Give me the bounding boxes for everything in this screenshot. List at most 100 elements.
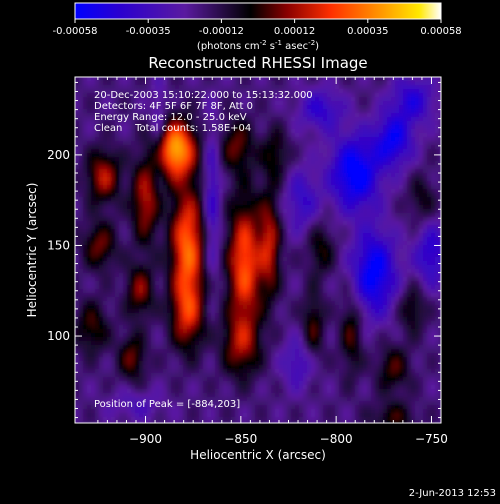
heatmap-cell	[215, 149, 220, 154]
heatmap-cell	[387, 261, 392, 266]
heatmap-cell	[223, 165, 228, 170]
heatmap-cell	[187, 253, 192, 258]
heatmap-cell	[367, 133, 372, 138]
heatmap-cell	[331, 137, 336, 142]
heatmap-cell	[183, 185, 188, 190]
heatmap-cell	[339, 181, 344, 186]
heatmap-cell	[79, 81, 84, 86]
heatmap-cell	[403, 249, 408, 254]
heatmap-cell	[83, 189, 88, 194]
heatmap-cell	[139, 249, 144, 254]
heatmap-cell	[251, 265, 256, 270]
heatmap-cell	[327, 169, 332, 174]
heatmap-cell	[315, 269, 320, 274]
heatmap-cell	[299, 165, 304, 170]
heatmap-cell	[95, 137, 100, 142]
heatmap-cell	[419, 209, 424, 214]
heatmap-cell	[243, 241, 248, 246]
heatmap-cell	[343, 225, 348, 230]
heatmap-cell	[359, 169, 364, 174]
heatmap-cell	[111, 233, 116, 238]
heatmap-cell	[319, 113, 324, 118]
heatmap-cell	[427, 169, 432, 174]
heatmap-cell	[119, 193, 124, 198]
heatmap-cell	[99, 145, 104, 150]
heatmap-cell	[207, 77, 212, 82]
heatmap-cell	[151, 253, 156, 258]
heatmap-cell	[171, 285, 176, 290]
heatmap-cell	[299, 197, 304, 202]
heatmap-cell	[243, 173, 248, 178]
heatmap-cell	[383, 249, 388, 254]
heatmap-cell	[171, 241, 176, 246]
heatmap-cell	[111, 293, 116, 298]
heatmap-cell	[111, 189, 116, 194]
heatmap-cell	[319, 165, 324, 170]
heatmap-cell	[83, 169, 88, 174]
heatmap-cell	[127, 197, 132, 202]
heatmap-cell	[139, 185, 144, 190]
heatmap-cell	[191, 277, 196, 282]
heatmap-cell	[271, 189, 276, 194]
heatmap-cell	[107, 169, 112, 174]
heatmap-cell	[243, 281, 248, 286]
heatmap-cell	[243, 77, 248, 82]
heatmap-cell	[423, 77, 428, 82]
heatmap-cell	[415, 77, 420, 82]
heatmap-cell	[87, 197, 92, 202]
heatmap-cell	[387, 285, 392, 290]
heatmap-cell	[307, 289, 312, 294]
heatmap-cell	[307, 229, 312, 234]
heatmap-cell	[103, 173, 108, 178]
heatmap-cell	[239, 245, 244, 250]
heatmap-cell	[259, 201, 264, 206]
heatmap-cell	[91, 293, 96, 298]
heatmap-cell	[87, 177, 92, 182]
heatmap-cell	[243, 141, 248, 146]
heatmap-cell	[183, 153, 188, 158]
heatmap-cell	[343, 213, 348, 218]
heatmap-cell	[419, 165, 424, 170]
heatmap-cell	[75, 285, 80, 290]
heatmap-cell	[419, 233, 424, 238]
heatmap-cell	[175, 269, 180, 274]
heatmap-cell	[431, 117, 436, 122]
heatmap-cell	[287, 285, 292, 290]
heatmap-cell	[287, 153, 292, 158]
heatmap-cell	[359, 197, 364, 202]
heatmap-cell	[115, 193, 120, 198]
heatmap-cell	[219, 221, 224, 226]
heatmap-cell	[159, 161, 164, 166]
heatmap-cell	[359, 149, 364, 154]
heatmap-cell	[271, 265, 276, 270]
heatmap-cell	[263, 129, 268, 134]
heatmap-cell	[303, 177, 308, 182]
heatmap-cell	[127, 273, 132, 278]
heatmap-cell	[279, 181, 284, 186]
heatmap-cell	[263, 201, 268, 206]
heatmap-cell	[383, 161, 388, 166]
heatmap-cell	[419, 185, 424, 190]
heatmap-cell	[315, 245, 320, 250]
heatmap-cell	[95, 269, 100, 274]
heatmap-cell	[251, 249, 256, 254]
heatmap-cell	[243, 165, 248, 170]
heatmap-cell	[143, 285, 148, 290]
heatmap-cell	[211, 181, 216, 186]
heatmap-cell	[251, 145, 256, 150]
heatmap-cell	[375, 245, 380, 250]
heatmap-cell	[107, 277, 112, 282]
heatmap-cell	[163, 209, 168, 214]
heatmap-cell	[347, 145, 352, 150]
heatmap-cell	[167, 213, 172, 218]
heatmap-cell	[303, 81, 308, 86]
heatmap-cell	[371, 261, 376, 266]
heatmap-cell	[311, 253, 316, 258]
heatmap-cell	[355, 141, 360, 146]
heatmap-cell	[379, 89, 384, 94]
heatmap-cell	[91, 233, 96, 238]
heatmap-cell	[235, 161, 240, 166]
heatmap-cell	[347, 197, 352, 202]
heatmap-cell	[195, 281, 200, 286]
heatmap-cell	[311, 245, 316, 250]
